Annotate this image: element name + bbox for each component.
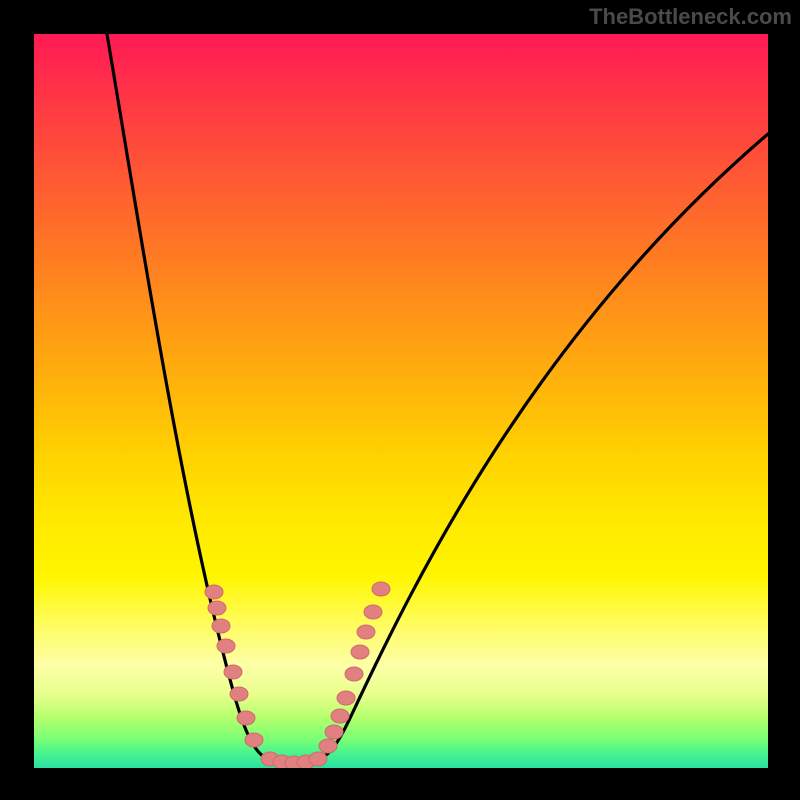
marker-right-5 [351,645,369,659]
marker-left-7 [245,733,263,747]
marker-left-1 [208,601,226,615]
marker-right-6 [357,625,375,639]
watermark-text: TheBottleneck.com [589,4,792,30]
marker-left-0 [205,585,223,599]
marker-bottom-4 [309,752,327,766]
curve-right [320,134,768,759]
marker-right-0 [319,739,337,753]
marker-right-3 [337,691,355,705]
marker-left-6 [237,711,255,725]
marker-left-3 [217,639,235,653]
plot-area [34,34,768,768]
marker-right-1 [325,725,343,739]
marker-right-7 [364,605,382,619]
chart-container: { "watermark": { "text": "TheBottleneck.… [0,0,800,800]
curve-left [107,34,268,759]
marker-right-4 [345,667,363,681]
marker-right-8 [372,582,390,596]
marker-left-4 [224,665,242,679]
marker-left-2 [212,619,230,633]
curve-layer [34,34,768,768]
marker-right-2 [331,709,349,723]
marker-left-5 [230,687,248,701]
